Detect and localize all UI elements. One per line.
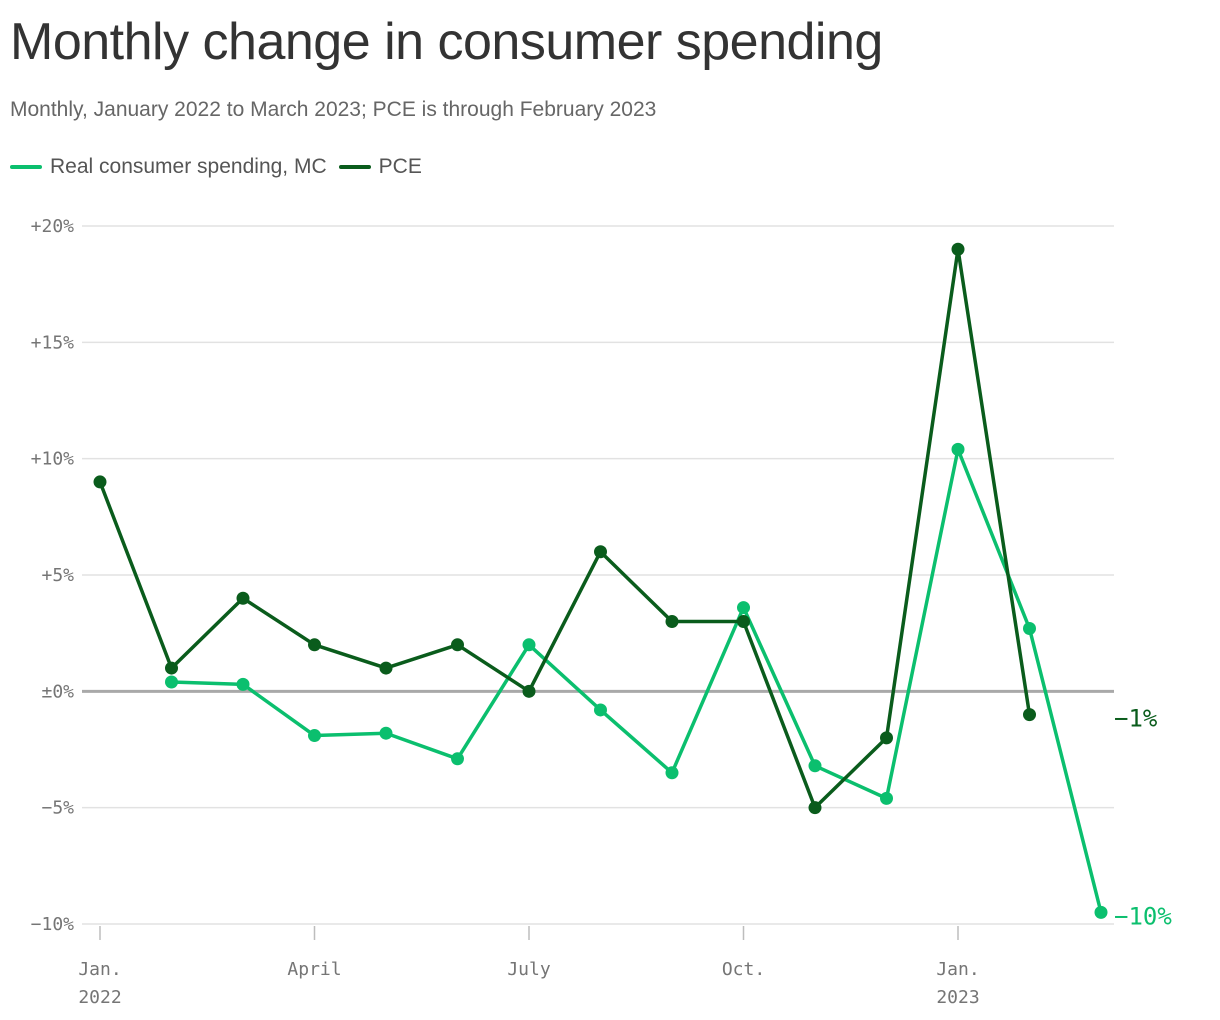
data-point — [165, 675, 178, 689]
data-point — [93, 475, 107, 489]
x-tick-label: Jan. — [78, 959, 121, 980]
legend-label-real-consumer-spending: Real consumer spending, MC — [50, 155, 327, 178]
end-value-label: −10% — [1114, 902, 1172, 930]
legend-item-pce: PCE — [338, 155, 422, 179]
grid-lines — [82, 225, 1114, 925]
x-tick-label: Oct. — [722, 959, 765, 980]
data-point — [808, 759, 822, 773]
legend-label-pce: PCE — [378, 155, 422, 178]
y-tick-label: +20% — [31, 216, 75, 237]
data-point — [522, 684, 536, 698]
data-point — [737, 615, 750, 629]
data-point — [594, 545, 607, 559]
data-point — [951, 442, 965, 456]
y-axis-tick-labels: +20% +15% +10% +5% ±0% −5% −10% — [31, 216, 75, 935]
data-point — [1023, 708, 1036, 722]
data-point — [951, 242, 965, 256]
end-value-label: −1% — [1114, 705, 1158, 733]
data-point — [165, 661, 178, 675]
y-tick-label: +10% — [31, 449, 75, 470]
chart-title: Monthly change in consumer spending — [10, 13, 883, 71]
x-tick-label: April — [287, 959, 341, 980]
legend: Real consumer spending, MC PCE — [10, 155, 434, 179]
y-tick-label: +5% — [41, 565, 74, 586]
data-point — [379, 726, 393, 740]
y-tick-label: ±0% — [41, 681, 74, 702]
data-point — [665, 766, 679, 780]
x-axis-ticks: Jan. 2022 April July Oct. Jan. 2023 — [78, 926, 980, 1008]
legend-swatch-pce — [338, 165, 371, 169]
y-tick-label: −5% — [41, 798, 74, 819]
data-point — [522, 638, 536, 652]
data-point — [236, 677, 250, 691]
y-tick-label: −10% — [31, 914, 75, 935]
end-labels: −10% −1% — [1114, 705, 1172, 931]
x-tick-label: Jan. — [936, 959, 979, 980]
legend-swatch-real-consumer-spending — [10, 165, 42, 169]
data-point — [594, 703, 607, 717]
data-point — [1094, 905, 1108, 919]
data-point — [880, 731, 893, 745]
data-point — [308, 729, 321, 743]
chart-subtitle: Monthly, January 2022 to March 2023; PCE… — [10, 98, 657, 121]
data-point — [1023, 622, 1036, 636]
data-point — [236, 591, 250, 605]
series-lines — [98, 247, 1103, 915]
series-line-0 — [169, 447, 1103, 915]
data-point — [880, 791, 893, 805]
data-point — [737, 601, 750, 615]
x-tick-label: July — [507, 959, 551, 980]
y-tick-label: +15% — [31, 332, 75, 353]
series-line-1 — [98, 247, 1032, 810]
x-tick-label-year: 2022 — [78, 987, 121, 1008]
data-point — [808, 801, 822, 815]
data-point — [451, 752, 464, 766]
series-points — [93, 242, 1108, 919]
data-point — [451, 638, 464, 652]
x-tick-label-year: 2023 — [936, 987, 979, 1008]
data-point — [308, 638, 321, 652]
data-point — [665, 615, 679, 629]
data-point — [379, 661, 393, 675]
legend-item-real-consumer-spending: Real consumer spending, MC — [10, 155, 327, 179]
